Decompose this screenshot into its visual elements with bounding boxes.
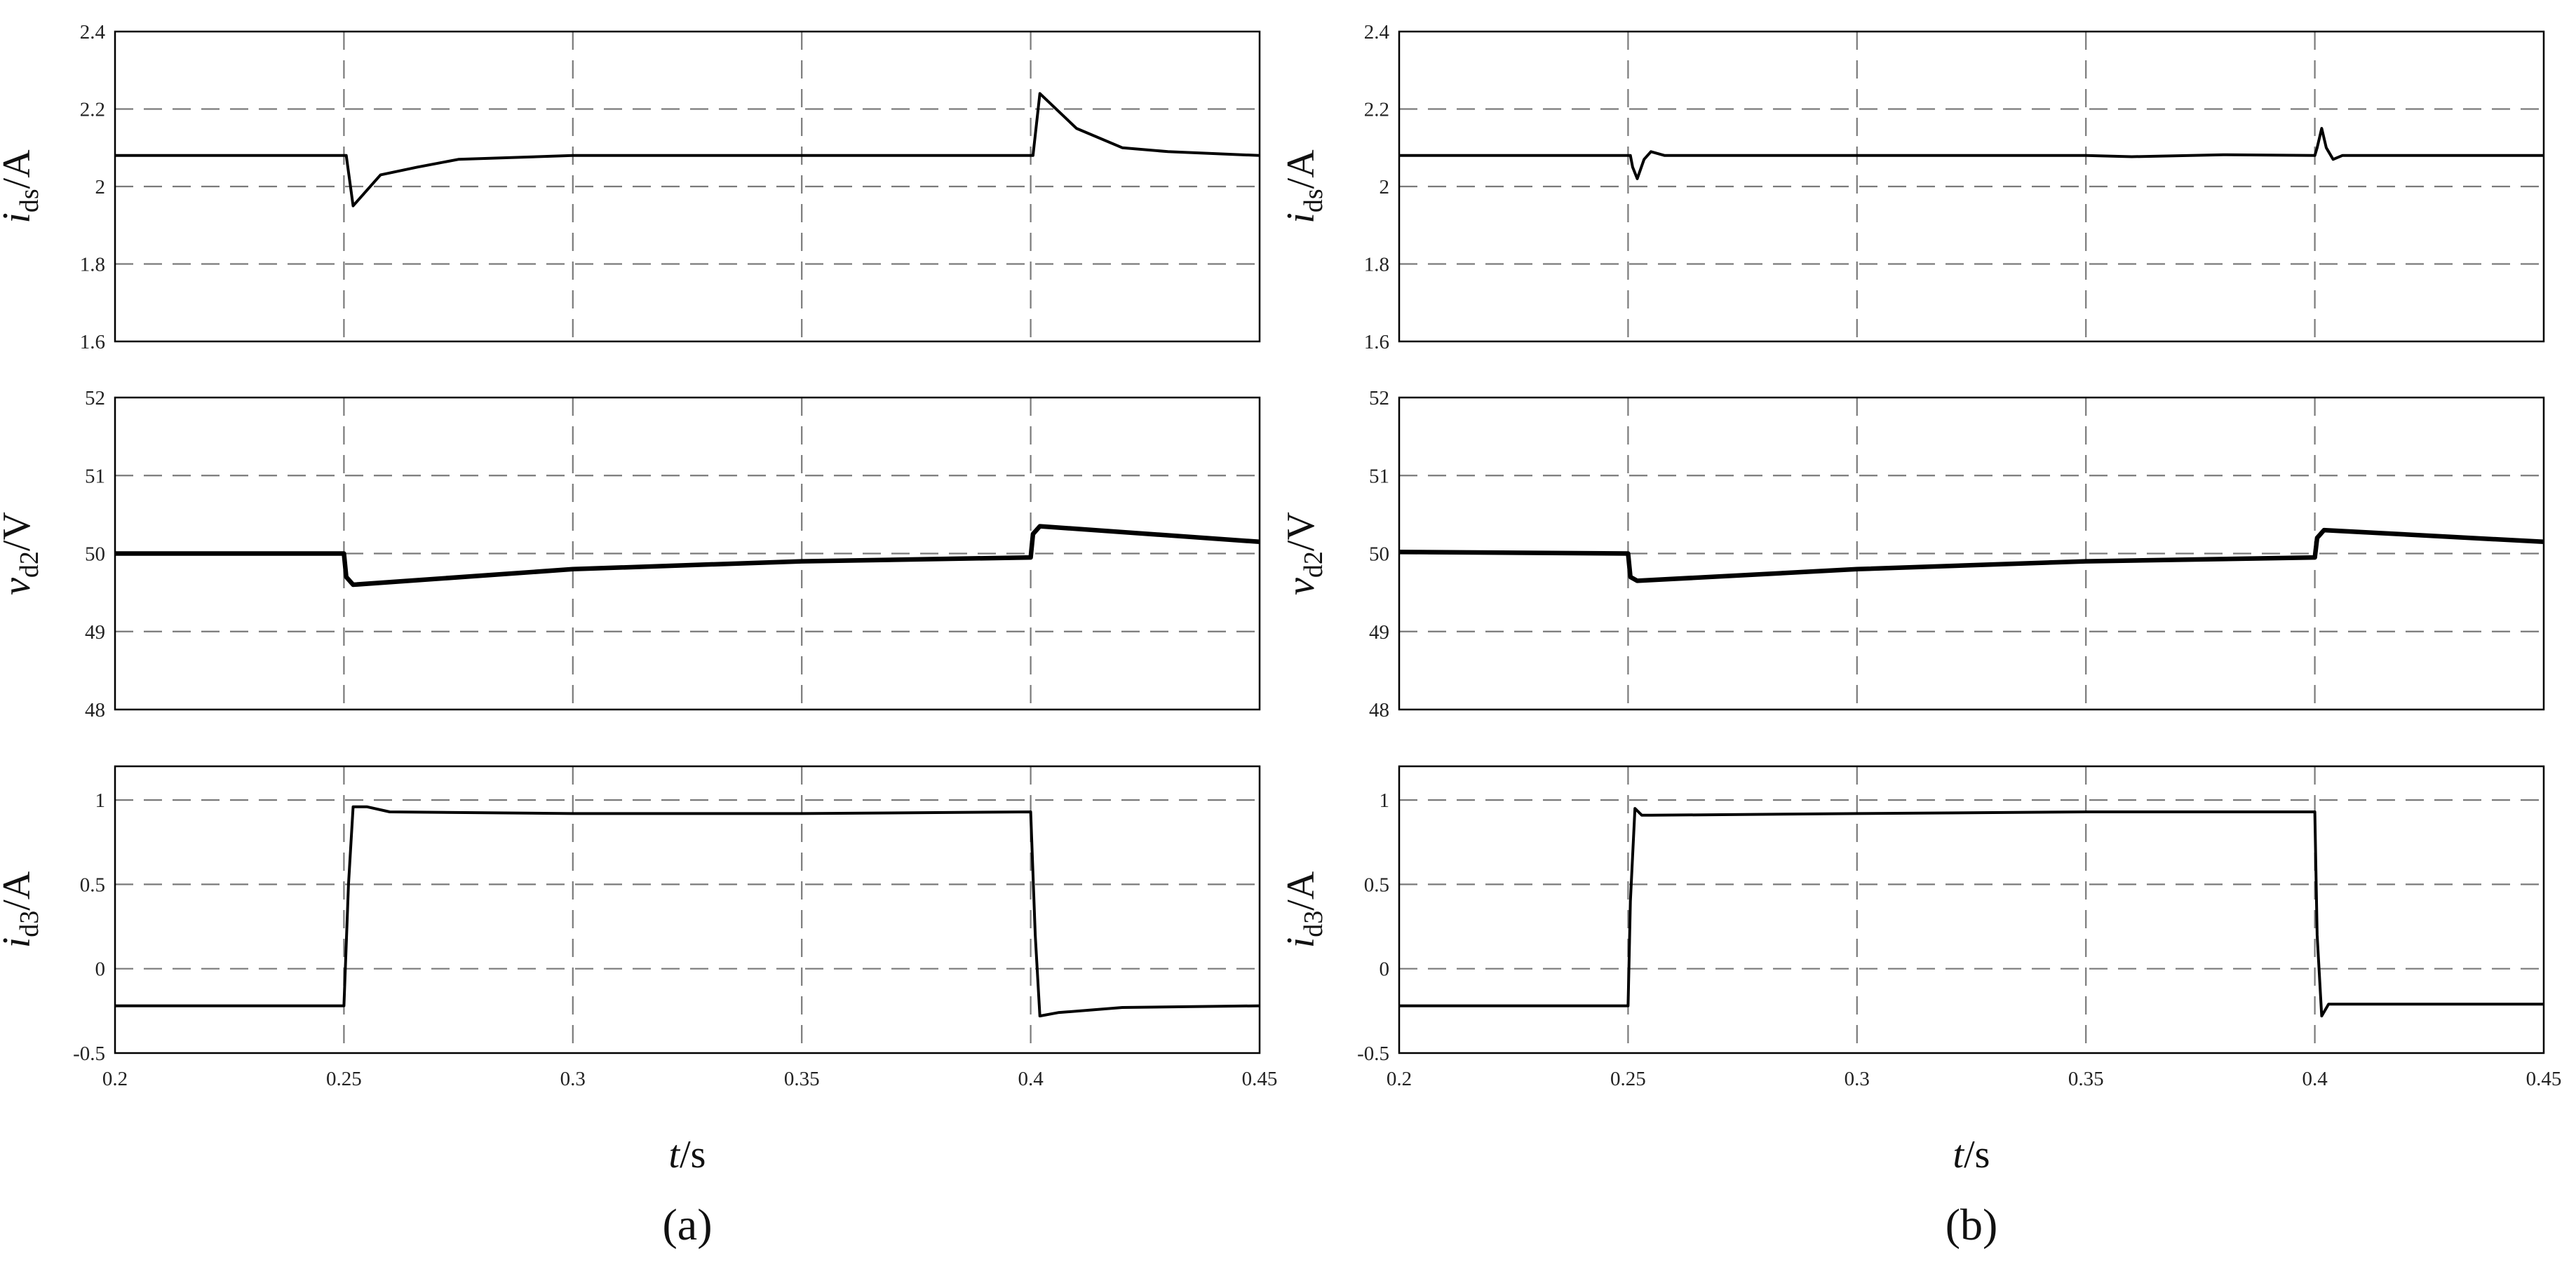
y-tick-label: 48 [1369,699,1389,721]
y-tick-label: 0 [95,958,106,981]
y-axis-unit: /A [1279,149,1323,189]
y-axis-subscript: d3 [15,911,44,937]
y-axis-title: vd2/V [0,512,44,595]
plot-0-1: 48 49 50 51 52 vd2/V [0,387,1261,721]
x-axis-title: t/s [669,1133,706,1176]
y-tick-label: 2 [95,176,106,198]
y-tick-label: 1.8 [1364,254,1389,276]
y-tick-label: 2.4 [1364,21,1390,43]
y-axis-title: id3/A [0,871,44,948]
y-tick-label: 52 [85,387,105,409]
y-tick-label: 1.8 [80,254,105,276]
y-axis-subscript: ds [1299,189,1328,212]
x-axis-variable: t [669,1133,681,1176]
y-axis-variable: v [0,578,39,595]
trace-1-2 [1399,807,2544,1018]
plot-frame [1398,765,2545,1054]
y-tick-label: 1.6 [1364,331,1389,353]
trace-0-0 [115,92,1260,208]
x-tick-label: 0.2 [102,1068,128,1090]
y-tick-label: 2 [1380,176,1390,198]
y-tick-label: -0.5 [1357,1043,1389,1065]
y-axis-title: ids/A [0,149,44,224]
x-tick-label: 0.3 [1845,1068,1870,1090]
y-axis-unit: /V [1279,512,1323,551]
y-axis-variable: i [1279,937,1323,949]
y-tick-label: 49 [1369,621,1389,644]
y-tick-label: 51 [85,465,105,487]
plot-frame [114,765,1261,1054]
x-tick-label: 0.25 [326,1068,362,1090]
trace-0-2 [115,805,1260,1018]
y-axis-unit: /A [0,149,39,189]
y-axis-subscript: d3 [1299,911,1328,937]
y-axis-variable: i [0,212,39,224]
y-tick-label: 0.5 [80,874,105,896]
y-tick-label: 48 [85,699,105,721]
plot-frame [114,396,1261,711]
y-axis-subscript: d2 [1299,551,1328,578]
plot-frame [1398,30,2545,343]
x-tick-label: 0.45 [1242,1068,1278,1090]
y-axis-subscript: ds [15,189,44,212]
x-axis-title: t/s [1953,1133,1990,1176]
x-axis-unit: /s [680,1133,706,1176]
plot-0-0: 1.6 1.8 2 2.2 2.4 ids/A [0,21,1261,353]
trace-1-0 [1399,127,2544,180]
y-tick-label: 50 [1369,543,1389,566]
y-axis-unit: /A [0,871,39,911]
y-tick-label: 2.2 [1364,99,1389,121]
y-tick-label: 0.5 [1364,874,1389,896]
plot-1-1: 48 49 50 51 52 vd2/V [1279,387,2545,721]
x-tick-label: 0.3 [560,1068,586,1090]
x-tick-label: 0.4 [2302,1068,2328,1090]
x-tick-label: 0.35 [2068,1068,2104,1090]
y-tick-label: -0.5 [73,1043,105,1065]
x-axis-unit: /s [1964,1133,1990,1176]
plot-1-2: -0.5 0 0.5 1 id3/A [1279,765,2545,1065]
x-tick-label: 0.45 [2526,1068,2562,1090]
y-axis-title: id3/A [1279,871,1328,948]
trace-1-1 [1398,527,2544,583]
y-tick-label: 1.6 [80,331,105,353]
panel-caption: (a) [662,1200,712,1249]
y-tick-label: 52 [1369,387,1389,409]
plot-1-0: 1.6 1.8 2 2.2 2.4 ids/A [1279,21,2545,353]
y-axis-subscript: d2 [15,551,44,578]
y-tick-label: 2.4 [80,21,106,43]
panel-caption: (b) [1946,1200,1998,1249]
trace-0-1 [115,524,1260,588]
y-axis-variable: v [1279,578,1323,595]
y-tick-label: 2.2 [80,99,105,121]
y-axis-title: ids/A [1279,149,1328,224]
y-axis-unit: /A [1279,871,1323,911]
y-axis-unit: /V [0,512,39,551]
y-tick-label: 51 [1369,465,1389,487]
plot-0-2: -0.5 0 0.5 1 id3/A [0,765,1261,1065]
plot-frame [114,30,1261,343]
x-tick-label: 0.25 [1610,1068,1646,1090]
y-axis-variable: i [1279,212,1323,224]
y-tick-label: 0 [1380,958,1390,981]
y-axis-title: vd2/V [1279,512,1328,595]
y-tick-label: 49 [85,621,105,644]
plot-frame [1398,396,2545,711]
y-tick-label: 1 [1380,789,1390,812]
x-tick-label: 0.4 [1018,1068,1044,1090]
y-tick-label: 1 [95,789,106,812]
x-tick-label: 0.35 [784,1068,820,1090]
x-axis-variable: t [1953,1133,1965,1176]
x-tick-label: 0.2 [1387,1068,1412,1090]
y-tick-label: 50 [85,543,105,566]
y-axis-variable: i [0,937,39,949]
